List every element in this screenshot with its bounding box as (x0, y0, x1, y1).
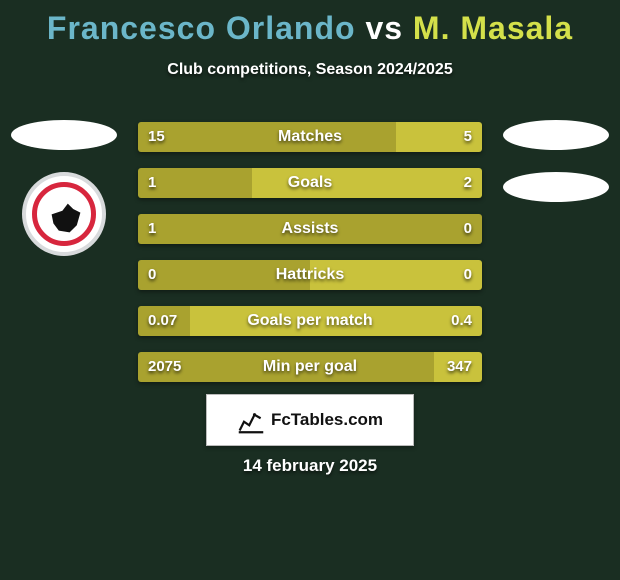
bar-right-fill (434, 352, 482, 382)
date-text: 14 february 2025 (0, 456, 620, 476)
stat-row: Goals per match0.070.4 (138, 306, 482, 336)
brand-text: FcTables.com (271, 410, 383, 430)
bar-right-fill (252, 168, 482, 198)
vs-text: vs (365, 10, 403, 46)
bar-left-fill (138, 122, 396, 152)
subtitle: Club competitions, Season 2024/2025 (0, 61, 620, 79)
stat-row: Goals12 (138, 168, 482, 198)
page-title: Francesco Orlando vs M. Masala (0, 0, 620, 47)
bar-left-fill (138, 260, 310, 290)
bar-left-fill (138, 168, 252, 198)
bar-right-fill (396, 122, 482, 152)
left-player-column (8, 120, 120, 256)
player1-name: Francesco Orlando (47, 10, 356, 46)
player1-club-badge (22, 172, 106, 256)
player2-photo-placeholder (503, 120, 609, 150)
stat-bars: Matches155 Goals12 Assists10 Hattricks00 Goa… (138, 122, 482, 398)
right-player-column (500, 120, 612, 224)
stat-row: Assists10 (138, 214, 482, 244)
bar-right-fill (190, 306, 482, 336)
bar-left-fill (138, 306, 190, 336)
brand-badge: FcTables.com (206, 394, 414, 446)
bar-left-fill (138, 352, 434, 382)
player2-name: M. Masala (413, 10, 573, 46)
stat-row: Min per goal2075347 (138, 352, 482, 382)
bar-right-fill (310, 260, 482, 290)
chart-icon (237, 406, 265, 434)
stat-row: Matches155 (138, 122, 482, 152)
bar-left-fill (138, 214, 482, 244)
player2-club-placeholder (503, 172, 609, 202)
stat-row: Hattricks00 (138, 260, 482, 290)
player1-photo-placeholder (11, 120, 117, 150)
